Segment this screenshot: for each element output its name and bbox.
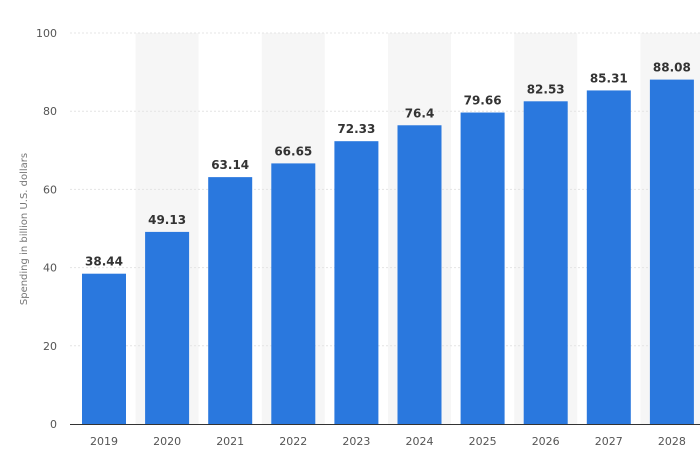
bar-2020 <box>145 231 190 424</box>
bar-2019 <box>82 273 126 424</box>
y-tick-label: 80 <box>43 105 57 118</box>
bar-2024 <box>397 125 442 424</box>
data-label-2028: 88.08 <box>653 61 691 75</box>
x-tick-label-2020: 2020 <box>153 435 181 448</box>
y-tick-label: 20 <box>43 340 57 353</box>
x-tick-label-2027: 2027 <box>595 435 623 448</box>
bar-2026 <box>523 101 568 424</box>
x-tick-label-2028: 2028 <box>658 435 686 448</box>
bar-2025 <box>460 112 505 424</box>
data-labels: 38.44 49.13 63.14 66.65 72.33 76.4 79.66 82.53 8… <box>85 61 691 269</box>
bar-2021 <box>208 177 253 424</box>
x-tick-label-2024: 2024 <box>406 435 434 448</box>
x-axis-ticks: 2019 2020 2021 2022 2023 2024 2025 2026 2027 2028 <box>90 435 686 448</box>
x-tick-label-2025: 2025 <box>469 435 497 448</box>
x-tick-label-2021: 2021 <box>216 435 244 448</box>
data-label-2020: 49.13 <box>148 213 186 227</box>
data-label-2027: 85.31 <box>590 71 628 85</box>
y-axis-ticks: 0 20 40 60 80 100 <box>36 27 57 431</box>
data-label-2023: 72.33 <box>337 122 375 136</box>
bar-2028 <box>649 79 694 424</box>
y-tick-label: 0 <box>50 418 57 431</box>
x-tick-label-2022: 2022 <box>279 435 307 448</box>
y-tick-label: 60 <box>43 183 57 196</box>
data-label-2025: 79.66 <box>464 94 502 108</box>
bar-2022 <box>271 163 316 424</box>
y-tick-label: 100 <box>36 27 57 40</box>
data-label-2024: 76.4 <box>405 106 435 120</box>
x-tick-label-2019: 2019 <box>90 435 118 448</box>
x-tick-label-2023: 2023 <box>342 435 370 448</box>
x-tick-label-2026: 2026 <box>532 435 560 448</box>
y-axis-title: Spending in billion U.S. dollars <box>19 153 30 305</box>
data-label-2022: 66.65 <box>274 144 312 158</box>
data-label-2021: 63.14 <box>211 158 249 172</box>
y-tick-label: 40 <box>43 262 57 275</box>
bar-2023 <box>334 141 379 424</box>
bar-2027 <box>586 90 631 424</box>
data-label-2019: 38.44 <box>85 255 123 269</box>
data-label-2026: 82.53 <box>527 82 565 96</box>
bars <box>82 79 694 424</box>
